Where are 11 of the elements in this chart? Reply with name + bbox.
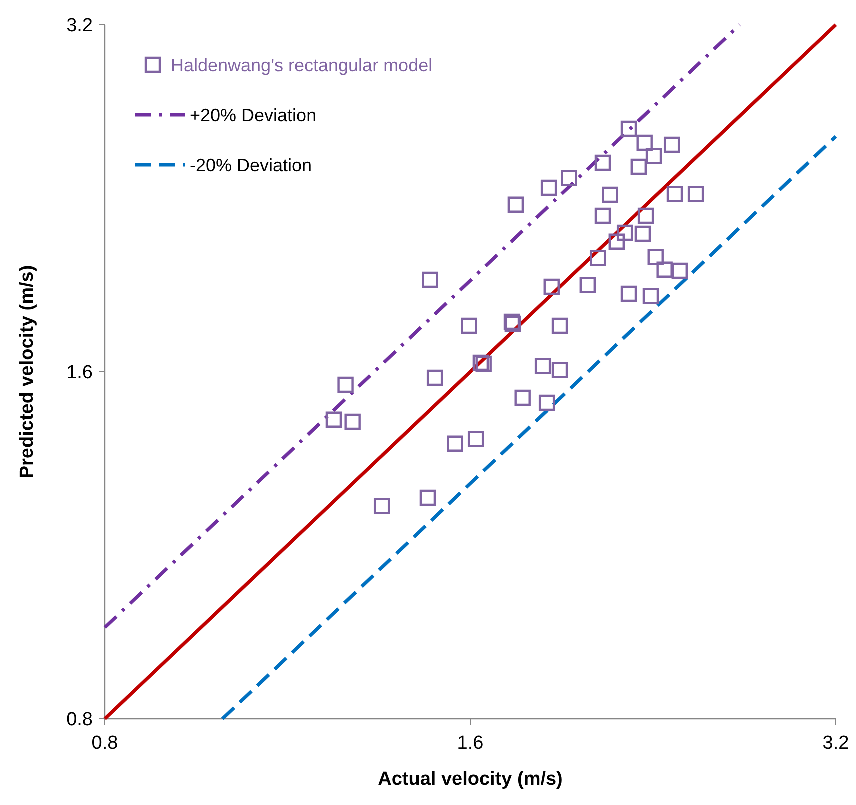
x-tick-label: 0.8	[92, 733, 118, 754]
y-axis-title: Predicted velocity (m/s)	[17, 265, 38, 479]
legend-label: -20% Deviation	[190, 155, 312, 176]
x-tick-label: 3.2	[822, 733, 850, 754]
x-tick-label: 1.6	[457, 733, 484, 754]
x-axis-title: Actual velocity (m/s)	[378, 769, 563, 790]
y-tick-label: 3.2	[66, 16, 93, 37]
y-tick-label: 0.8	[66, 710, 93, 731]
y-tick-label: 1.6	[66, 362, 93, 384]
legend-label: Haldenwang's rectangular model	[171, 55, 433, 76]
legend-label: +20% Deviation	[190, 105, 317, 126]
